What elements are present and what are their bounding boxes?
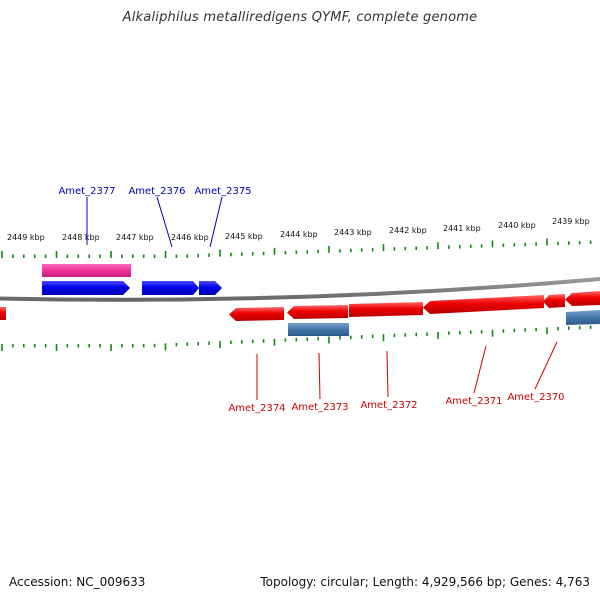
gene-label-amet-2376[interactable]: Amet_2376 xyxy=(128,186,185,197)
gene-label-amet-2371[interactable]: Amet_2371 xyxy=(445,396,502,407)
kbp-label: 2447 kbp xyxy=(116,233,154,242)
kbp-label: 2443 kbp xyxy=(334,228,372,237)
gene-feature-cds[interactable] xyxy=(423,295,544,314)
genome-title: Alkaliphilus metalliredigens QYMF, compl… xyxy=(122,10,478,25)
gene-feature-cds[interactable] xyxy=(349,302,423,317)
gene-feature-cds[interactable] xyxy=(42,281,130,295)
gene-feature-cds[interactable] xyxy=(543,294,565,308)
leader-line xyxy=(534,341,558,390)
leader-line xyxy=(156,196,173,248)
genome-backbone xyxy=(0,277,600,302)
scale-ticks-upper xyxy=(1,238,592,258)
gene-label-amet-2373[interactable]: Amet_2373 xyxy=(291,402,348,413)
leader-line xyxy=(209,196,223,248)
kbp-label: 2449 kbp xyxy=(7,233,45,242)
gene-feature-other[interactable] xyxy=(288,323,349,336)
gene-feature-cds[interactable] xyxy=(0,307,6,320)
gene-label-amet-2374[interactable]: Amet_2374 xyxy=(228,403,285,414)
kbp-label: 2445 kbp xyxy=(225,232,263,241)
kbp-label: 2442 kbp xyxy=(389,226,427,235)
gene-leader-lines xyxy=(86,196,558,400)
plus-strand-genes xyxy=(42,264,222,295)
kbp-label: 2446 kbp xyxy=(171,233,209,242)
gene-feature-cds[interactable] xyxy=(199,281,222,295)
genome-info-text: Topology: circular; Length: 4,929,566 bp… xyxy=(260,575,590,589)
leader-line xyxy=(473,345,487,394)
gene-feature-cds[interactable] xyxy=(287,305,348,319)
gene-labels: Amet_2377 Amet_2376 Amet_2375 Amet_2374 … xyxy=(58,186,564,414)
gene-feature-cds[interactable] xyxy=(229,307,284,321)
scale-ticks-lower xyxy=(1,325,592,351)
gene-feature-cds[interactable] xyxy=(565,291,600,306)
leader-line xyxy=(386,350,389,398)
gene-label-amet-2370[interactable]: Amet_2370 xyxy=(507,392,564,403)
gene-label-amet-2377[interactable]: Amet_2377 xyxy=(58,186,115,197)
gene-feature-other[interactable] xyxy=(566,310,600,325)
minus-strand-genes xyxy=(0,291,600,336)
kbp-label: 2440 kbp xyxy=(498,221,536,230)
kbp-scale-labels: 2449 kbp 2448 kbp 2447 kbp 2446 kbp 2445… xyxy=(7,217,590,242)
gene-feature-cds[interactable] xyxy=(142,281,199,295)
kbp-label: 2441 kbp xyxy=(443,224,481,233)
gene-feature-rna[interactable] xyxy=(42,264,131,277)
kbp-label: 2439 kbp xyxy=(552,217,590,226)
gene-label-amet-2375[interactable]: Amet_2375 xyxy=(194,186,251,197)
gene-label-amet-2372[interactable]: Amet_2372 xyxy=(360,400,417,411)
kbp-label: 2444 kbp xyxy=(280,230,318,239)
kbp-label: 2448 kbp xyxy=(62,233,100,242)
leader-line xyxy=(318,352,321,400)
accession-text: Accession: NC_009633 xyxy=(9,575,146,589)
